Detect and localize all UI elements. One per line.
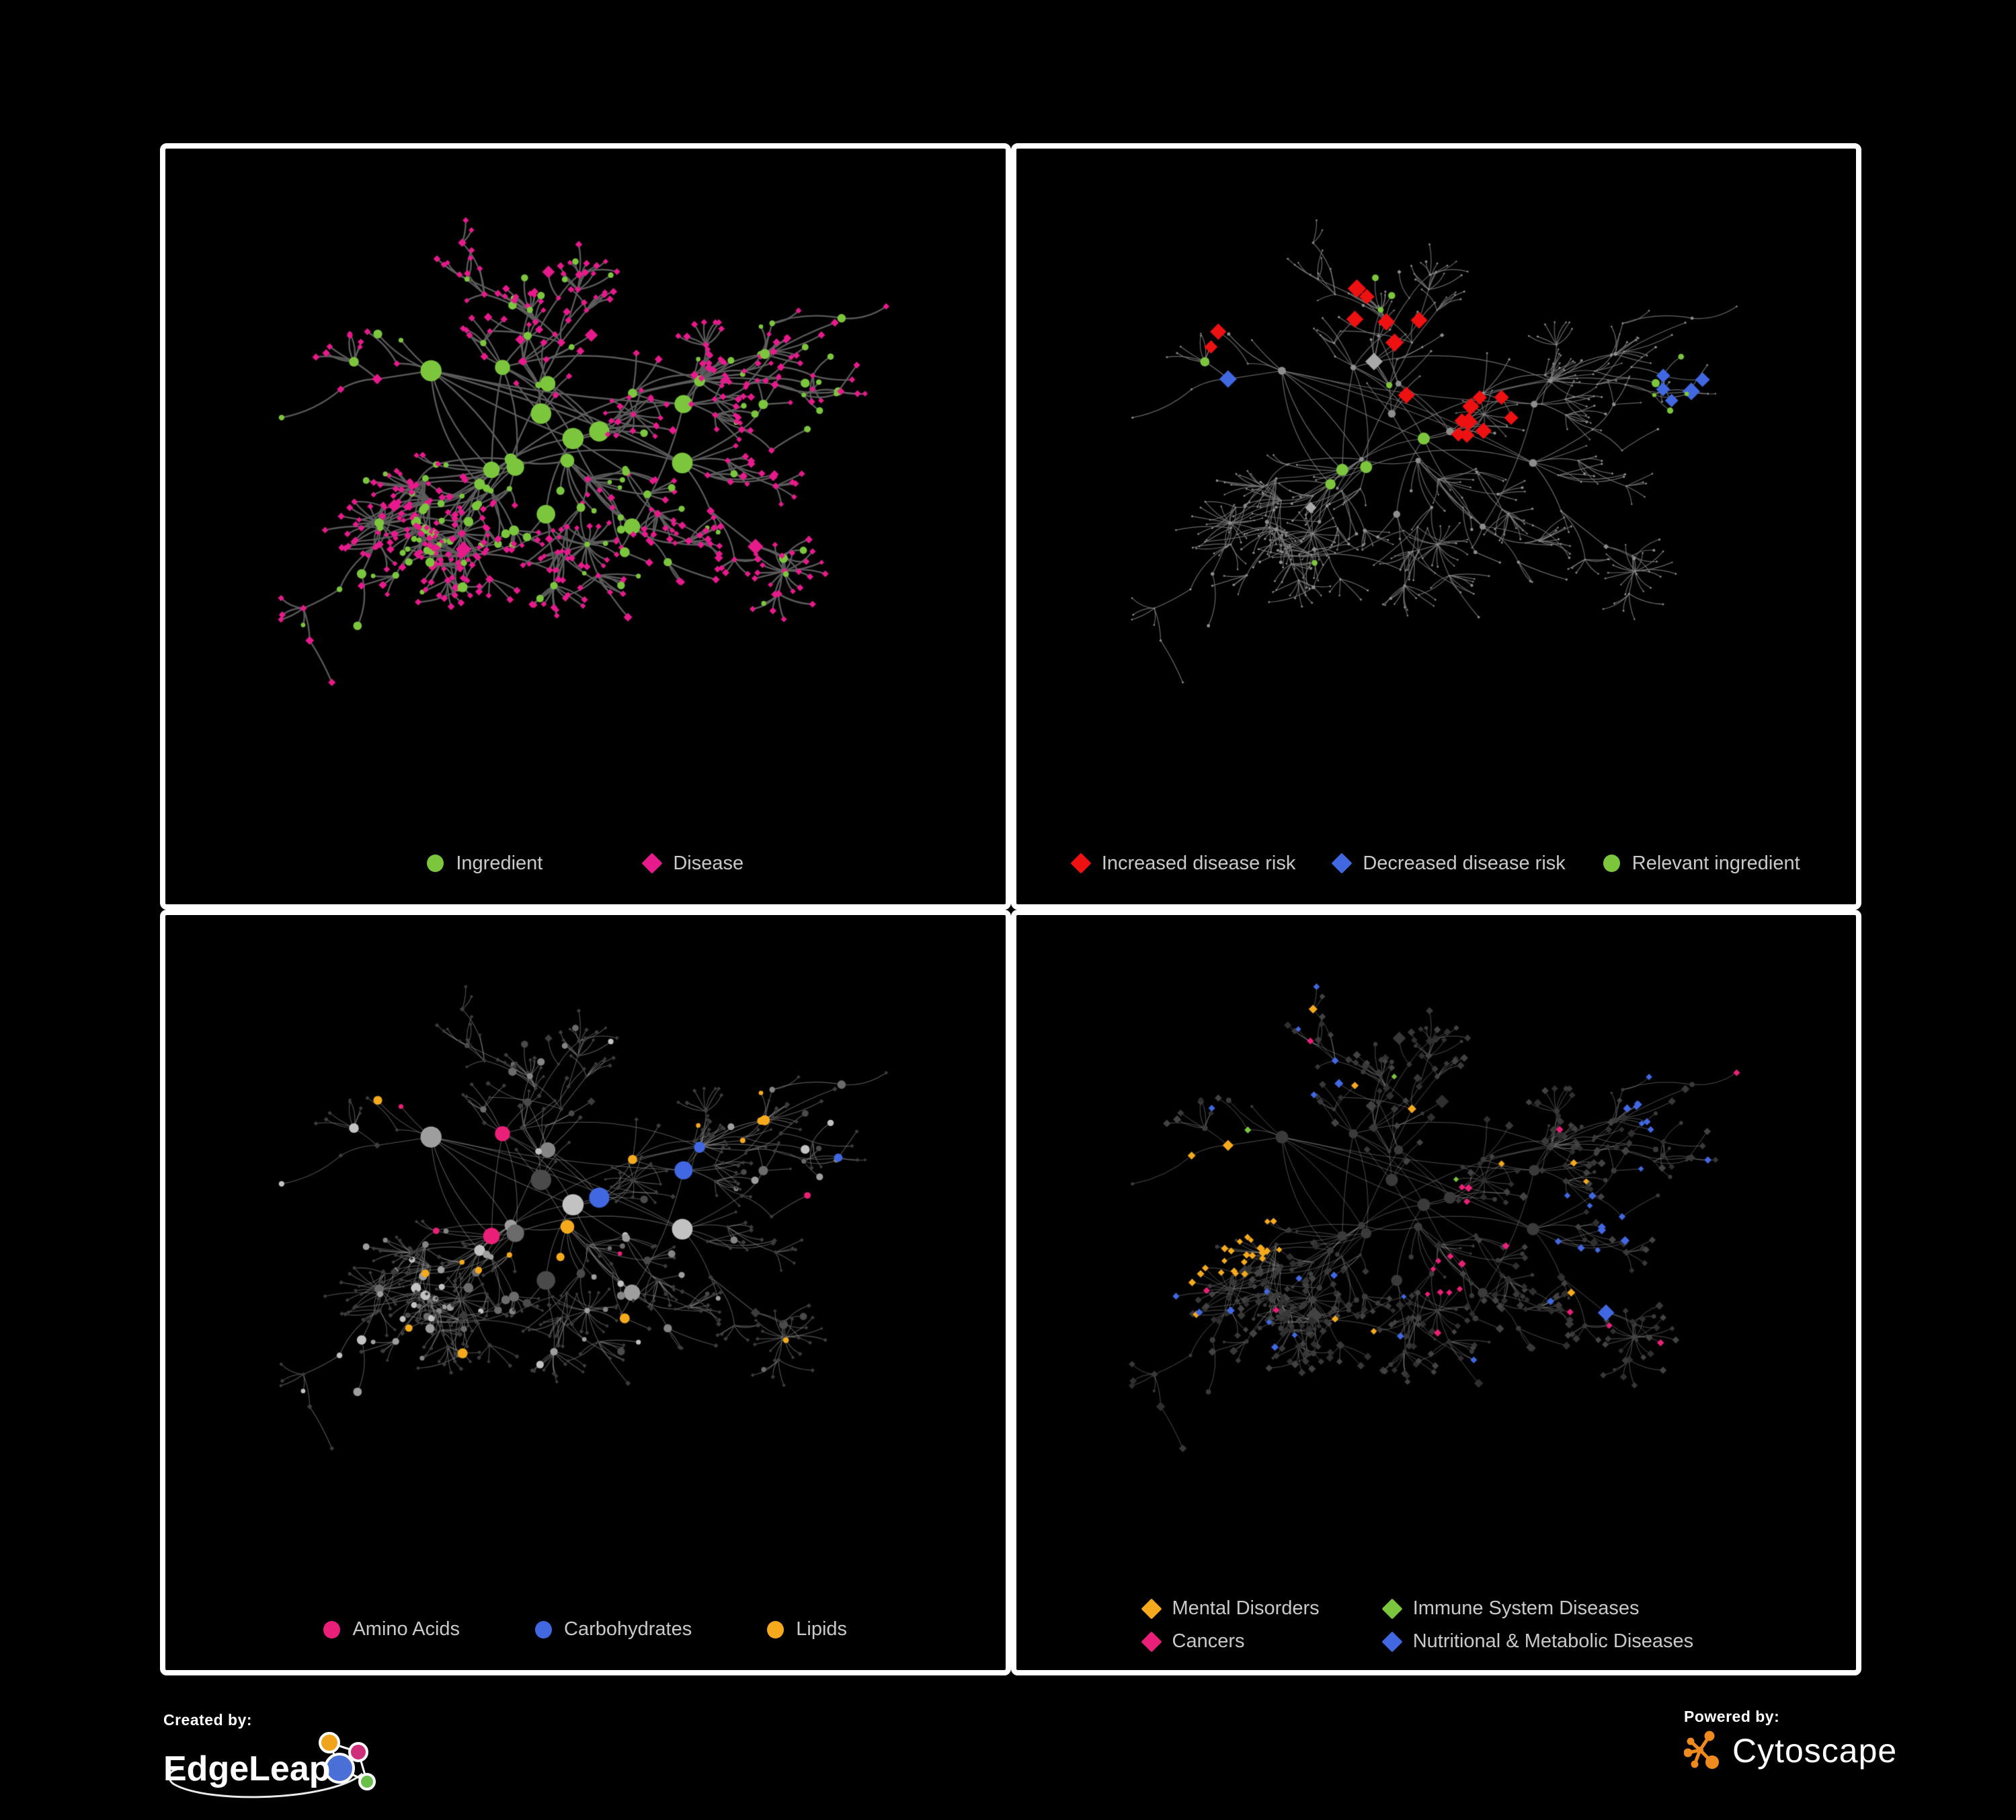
legend-label: Increased disease risk bbox=[1101, 852, 1296, 874]
nutritional-metabolic-diamond-icon bbox=[1381, 1630, 1403, 1653]
legend-item: Ingredient bbox=[427, 853, 542, 875]
relevant-ingredient-circle-icon bbox=[1603, 855, 1620, 872]
increased-risk-diamond-icon bbox=[1070, 853, 1092, 874]
panel-ingredient-class-network: Amino Acids Carbohydrates Lipids bbox=[160, 909, 1011, 1675]
legend-item: Nutritional & Metabolic Diseases bbox=[1381, 1630, 1694, 1653]
ingredient-class-network-graph bbox=[165, 914, 1006, 1670]
disease-risk-legend: Increased disease risk Decreased disease… bbox=[1016, 853, 1857, 875]
created-by-block: Created by: EdgeLeap bbox=[163, 1711, 392, 1807]
legend-item: Amino Acids bbox=[323, 1618, 460, 1640]
disease-class-network-graph bbox=[1016, 914, 1856, 1670]
legend-item: Lipids bbox=[767, 1618, 847, 1640]
legend-label: Carbohydrates bbox=[564, 1618, 692, 1640]
panel-disease-risk-network: Increased disease risk Decreased disease… bbox=[1010, 143, 1861, 910]
panel-ingredient-disease-network: Ingredient Disease bbox=[160, 143, 1011, 910]
ingredient-disease-legend: Ingredient Disease bbox=[165, 853, 1006, 875]
legend-label: Ingredient bbox=[456, 852, 543, 874]
created-by-label: Created by: bbox=[163, 1711, 253, 1729]
decreased-risk-diamond-icon bbox=[1331, 853, 1353, 874]
legend-item: Relevant ingredient bbox=[1603, 853, 1800, 875]
legend-item: Carbohydrates bbox=[535, 1618, 692, 1640]
cytoscape-brand-text: Cytoscape bbox=[1732, 1732, 1898, 1770]
cancers-diamond-icon bbox=[1140, 1630, 1162, 1653]
powered-by-block: Powered by: Cytoscape bbox=[1684, 1708, 1897, 1772]
legend-item: Cancers bbox=[1140, 1630, 1320, 1653]
legend-item: Disease bbox=[641, 852, 744, 875]
immune-diseases-diamond-icon bbox=[1381, 1597, 1403, 1620]
cytoscape-logo-icon bbox=[1684, 1731, 1719, 1769]
amino-acids-circle-icon bbox=[323, 1620, 341, 1638]
panel-disease-class-network: Mental Disorders Immune System Diseases … bbox=[1010, 909, 1861, 1675]
legend-item: Decreased disease risk bbox=[1331, 852, 1566, 875]
mental-disorders-diamond-icon bbox=[1140, 1597, 1162, 1620]
legend-item: Mental Disorders bbox=[1140, 1597, 1320, 1620]
disease-risk-network-graph bbox=[1016, 149, 1856, 904]
legend-label: Lipids bbox=[796, 1618, 848, 1640]
legend-label: Relevant ingredient bbox=[1631, 852, 1800, 874]
edgeleap-logo: EdgeLeap bbox=[163, 1732, 376, 1798]
disease-class-legend: Mental Disorders Immune System Diseases … bbox=[1140, 1597, 1694, 1653]
figure-grid: Ingredient Disease Increased disease ris… bbox=[160, 143, 1861, 1675]
legend-label: Decreased disease risk bbox=[1363, 852, 1566, 874]
legend-label: Immune System Diseases bbox=[1412, 1597, 1640, 1619]
disease-diamond-icon bbox=[641, 853, 663, 874]
edgeleap-brand-text: EdgeLeap bbox=[163, 1749, 331, 1788]
legend-label: Cancers bbox=[1172, 1630, 1245, 1652]
legend-label: Disease bbox=[673, 852, 744, 874]
powered-by-label: Powered by: bbox=[1684, 1708, 1780, 1725]
ingredient-circle-icon bbox=[427, 855, 444, 872]
ingredient-class-legend: Amino Acids Carbohydrates Lipids bbox=[165, 1618, 1006, 1640]
legend-item: Immune System Diseases bbox=[1381, 1597, 1693, 1620]
ingredient-disease-network-graph bbox=[165, 149, 1006, 904]
legend-label: Amino Acids bbox=[352, 1618, 460, 1640]
legend-item: Increased disease risk bbox=[1070, 852, 1296, 875]
legend-label: Mental Disorders bbox=[1172, 1597, 1320, 1619]
legend-label: Nutritional & Metabolic Diseases bbox=[1412, 1630, 1694, 1652]
carbohydrates-circle-icon bbox=[535, 1620, 553, 1638]
lipids-circle-icon bbox=[767, 1620, 784, 1638]
